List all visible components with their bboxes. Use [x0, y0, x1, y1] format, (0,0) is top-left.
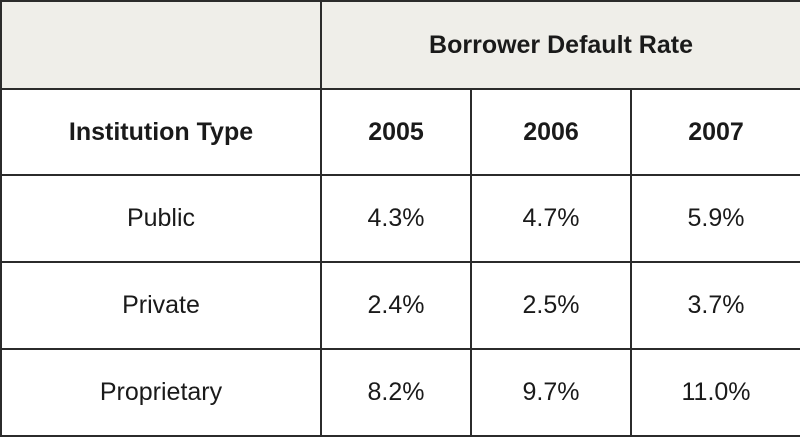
- cell-public-2007: 5.9%: [629, 174, 800, 263]
- cell-public-2005: 4.3%: [320, 174, 472, 263]
- table-title-row: Borrower Default Rate: [0, 0, 800, 90]
- column-header-2005: 2005: [320, 88, 472, 176]
- cell-private-2007: 3.7%: [629, 261, 800, 350]
- column-header-row: Institution Type 2005 2006 2007: [0, 88, 800, 176]
- table-row-public: Public 4.3% 4.7% 5.9%: [0, 174, 800, 263]
- empty-corner-cell: [0, 0, 322, 90]
- cell-public-2006: 4.7%: [470, 174, 632, 263]
- cell-private-2006: 2.5%: [470, 261, 632, 350]
- cell-proprietary-2007: 11.0%: [629, 348, 800, 437]
- cell-proprietary-2005: 8.2%: [320, 348, 472, 437]
- row-label-proprietary: Proprietary: [0, 348, 322, 437]
- cell-proprietary-2006: 9.7%: [470, 348, 632, 437]
- cell-private-2005: 2.4%: [320, 261, 472, 350]
- table-row-private: Private 2.4% 2.5% 3.7%: [0, 261, 800, 350]
- table-title: Borrower Default Rate: [319, 0, 800, 90]
- row-header-label: Institution Type: [0, 88, 322, 176]
- table-row-proprietary: Proprietary 8.2% 9.7% 11.0%: [0, 348, 800, 437]
- row-label-public: Public: [0, 174, 322, 263]
- column-header-2006: 2006: [470, 88, 632, 176]
- row-label-private: Private: [0, 261, 322, 350]
- column-header-2007: 2007: [629, 88, 800, 176]
